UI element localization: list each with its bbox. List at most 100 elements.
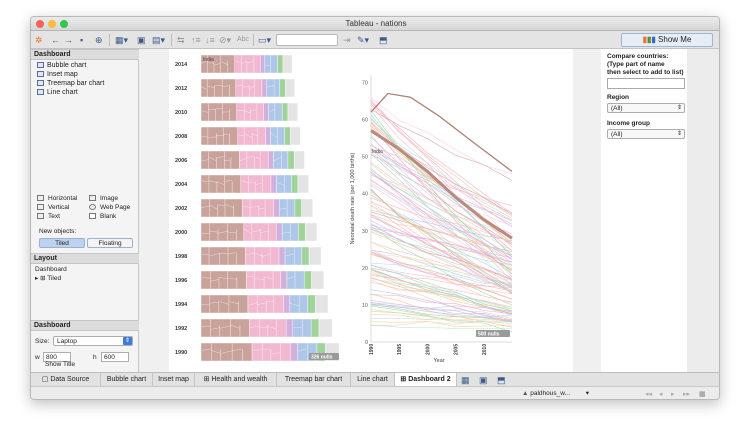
income-group-filter-title: Income group xyxy=(607,120,650,127)
expand-arrow-icon[interactable]: ▸ xyxy=(35,275,41,282)
treemap-segment xyxy=(200,126,238,146)
layout-tree-root[interactable]: Dashboard xyxy=(35,266,67,273)
width-input[interactable]: 800 xyxy=(43,352,71,362)
tableau-logo-icon[interactable]: ✲ xyxy=(35,35,43,45)
layout-tree-child[interactable]: ▸ ⊞ Tiled xyxy=(35,275,62,282)
show-me-icon: ▮ xyxy=(642,35,647,44)
income-group-dropdown[interactable]: (All) ⇕ xyxy=(607,129,685,139)
treemap-subdivision xyxy=(237,134,245,137)
object-image[interactable]: Image xyxy=(89,194,118,203)
swap-icon[interactable]: ⇆ xyxy=(177,35,185,45)
country-line xyxy=(370,185,513,270)
country-line xyxy=(370,99,513,241)
fit-dropdown[interactable] xyxy=(276,34,338,46)
treemap-subdivision xyxy=(221,61,228,65)
treemap-subdivision xyxy=(257,207,266,210)
size-dropdown[interactable]: Laptop ⇕ xyxy=(53,336,133,346)
india-line xyxy=(370,129,513,240)
pin-icon[interactable]: ⇥ xyxy=(343,35,351,45)
tab-line-chart[interactable]: Line chart xyxy=(351,373,395,387)
presentation-icon[interactable]: ⬒ xyxy=(379,35,388,45)
sort-asc-icon[interactable]: ↑≡ xyxy=(191,35,201,45)
treemap-segment xyxy=(291,174,299,194)
dashboard-icon: ⊞ xyxy=(400,376,409,383)
country-line xyxy=(370,143,513,286)
forward-icon[interactable]: → xyxy=(64,35,73,45)
sheet-item-treemap-bar-chart[interactable]: Treemap bar chart xyxy=(37,79,104,88)
last-page-icon[interactable]: ▸▸ xyxy=(683,391,691,398)
new-story-icon[interactable]: ⬒ xyxy=(497,375,506,385)
first-page-icon[interactable]: ◂◂ xyxy=(645,391,653,398)
sheet-item-line-chart[interactable]: Line chart xyxy=(37,88,78,97)
add-datasource-icon[interactable]: ⊕ xyxy=(95,35,103,45)
dashboard-size-panel-header: Dashboard xyxy=(31,320,139,331)
country-line xyxy=(370,102,513,214)
treemap-segment xyxy=(249,318,287,338)
object-text[interactable]: Text xyxy=(37,212,60,221)
tab-health-and-wealth[interactable]: ⊞ Health and wealth xyxy=(195,373,277,387)
dashboard-visualization[interactable]: 2014201220102008200620042002200019981996… xyxy=(169,49,573,372)
label-icon[interactable]: Abc xyxy=(237,36,250,43)
duplicate-sheet-icon[interactable]: ▣ xyxy=(137,35,146,45)
clear-sheet-icon[interactable]: ▤▾ xyxy=(152,35,166,45)
treemap-subdivision xyxy=(247,302,258,306)
compare-countries-input[interactable] xyxy=(607,78,685,89)
treemap-subdivision xyxy=(262,253,271,257)
grid-view-icon[interactable]: ▦ xyxy=(699,391,706,398)
sheet-item-bubble-chart[interactable]: Bubble chart xyxy=(37,61,86,70)
treemap-subdivision xyxy=(276,182,285,186)
india-line-label: India xyxy=(372,149,383,155)
zoom-window-button[interactable] xyxy=(60,20,68,28)
floating-button[interactable]: Floating xyxy=(87,238,133,248)
region-dropdown[interactable]: (All) ⇕ xyxy=(607,103,685,113)
treemap-subdivision xyxy=(228,278,237,280)
tab-data-source[interactable]: ▢ Data Source xyxy=(31,373,101,387)
tab-inset-map[interactable]: Inset map xyxy=(153,373,195,387)
treemap-subdivision xyxy=(208,180,217,183)
height-label: h xyxy=(93,354,97,361)
compare-countries-hint-2: then select to add to list) xyxy=(607,69,684,76)
prev-page-icon[interactable]: ◂ xyxy=(659,391,663,398)
treemap-subdivision xyxy=(266,85,275,88)
sort-desc-icon[interactable]: ↓≡ xyxy=(205,35,215,45)
object-blank[interactable]: Blank xyxy=(89,212,116,221)
group-icon[interactable]: ⊘▾ xyxy=(219,35,232,45)
user-account-dropdown[interactable]: ▲ paldhous_w... ▾ xyxy=(519,389,589,399)
new-dashboard-icon[interactable]: ▣ xyxy=(479,375,488,385)
treemap-subdivision xyxy=(217,204,225,206)
show-me-button[interactable]: ▮▮▮ Show Me xyxy=(621,33,713,47)
object-web-page[interactable]: Web Page xyxy=(89,203,130,212)
tiled-button[interactable]: Tiled xyxy=(39,238,85,248)
next-page-icon[interactable]: ▸ xyxy=(671,391,675,398)
sheet-tabs: ▢ Data Source Bubble chart Inset map ⊞ H… xyxy=(31,372,719,387)
minimize-window-button[interactable] xyxy=(48,20,56,28)
chevron-down-icon: ⇕ xyxy=(676,131,682,137)
highlight-icon[interactable]: ✎▾ xyxy=(357,35,370,45)
close-window-button[interactable] xyxy=(36,20,44,28)
country-line xyxy=(370,241,513,293)
treemap-subdivision xyxy=(235,85,243,87)
y-tick-label: 70 xyxy=(362,80,368,86)
width-label: w xyxy=(35,354,40,361)
fit-icon[interactable]: ▭▾ xyxy=(258,35,272,45)
tab-bubble-chart[interactable]: Bubble chart xyxy=(101,373,153,387)
back-icon[interactable]: ← xyxy=(51,35,60,45)
tab-dashboard-2[interactable]: ⊞ Dashboard 2 xyxy=(395,373,457,387)
object-vertical[interactable]: Vertical xyxy=(37,203,69,212)
tab-treemap-bar-chart[interactable]: Treemap bar chart xyxy=(277,373,351,387)
treemap-subdivision xyxy=(273,157,282,162)
x-tick-label: 2005 xyxy=(454,344,460,355)
treemap-subdivision xyxy=(286,276,296,279)
new-sheet-icon[interactable]: ▦▾ xyxy=(115,35,129,45)
sheet-item-inset-map[interactable]: Inset map xyxy=(37,70,78,79)
y-axis-title: Neonatal death rate (per 1,000 births) xyxy=(350,152,356,244)
height-input[interactable]: 600 xyxy=(101,352,129,362)
treemap-subdivision xyxy=(209,204,218,210)
save-icon[interactable]: ▪ xyxy=(80,35,84,45)
treemap-subdivision xyxy=(282,232,291,234)
object-horizontal[interactable]: Horizontal xyxy=(37,194,77,203)
treemap-subdivision xyxy=(256,302,267,305)
country-line xyxy=(370,302,513,319)
country-line xyxy=(370,188,513,294)
new-worksheet-icon[interactable]: ▦ xyxy=(461,375,470,385)
